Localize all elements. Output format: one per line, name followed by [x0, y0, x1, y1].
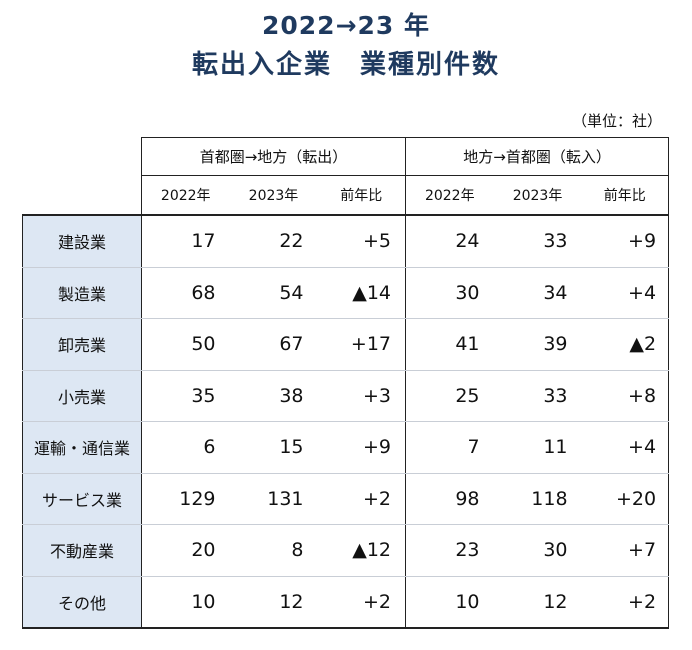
cell-in-2022: 25	[405, 370, 494, 422]
cell-out-diff: +5	[317, 215, 407, 268]
row-label: 製造業	[22, 267, 142, 319]
cell-in-diff: +2	[581, 576, 670, 629]
cell-in-diff: +8	[581, 370, 670, 422]
cell-out-2023: 12	[229, 576, 318, 629]
cell-out-diff: +2	[317, 473, 407, 525]
row-label: サービス業	[22, 473, 142, 525]
cell-out-2023: 38	[229, 370, 318, 422]
header-group-out: 首都圏→地方（転出）	[140, 137, 407, 176]
table-row: 不動産業 20 8 ▲12 23 30 +7	[22, 524, 670, 577]
industry-table: 首都圏→地方（転出） 地方→首都圏（転入） 2022年 2023年 前年比 20…	[22, 137, 670, 629]
row-label: 運輸・通信業	[22, 421, 142, 474]
cell-out-diff: +2	[317, 576, 407, 629]
cell-in-diff: +7	[581, 524, 670, 577]
header-row-years: 2022年 2023年 前年比 2022年 2023年 前年比	[22, 175, 670, 216]
table-row: サービス業 129 131 +2 98 118 +20	[22, 473, 670, 525]
title-line-2: 転出入企業 業種別件数	[191, 50, 500, 80]
cell-in-2023: 12	[493, 576, 582, 629]
header-in-2022: 2022年	[405, 175, 494, 216]
cell-in-2022: 30	[405, 267, 494, 319]
cell-out-diff: ▲12	[317, 524, 407, 577]
cell-in-2022: 10	[405, 576, 494, 629]
cell-out-2022: 35	[141, 370, 230, 422]
row-label: 不動産業	[22, 524, 142, 577]
title-line-1: 2022→23 年	[261, 11, 431, 40]
cell-in-diff: ▲2	[581, 318, 670, 371]
cell-in-2023: 33	[493, 370, 582, 422]
cell-out-diff: +3	[317, 370, 407, 422]
header-out-change: 前年比	[317, 175, 407, 216]
cell-in-diff: +4	[581, 421, 670, 474]
cell-in-2022: 23	[405, 524, 494, 577]
cell-in-2022: 98	[405, 473, 494, 525]
row-label: 小売業	[22, 370, 142, 422]
cell-out-2022: 17	[141, 215, 230, 268]
cell-out-2022: 20	[141, 524, 230, 577]
header-out-2023: 2023年	[229, 175, 318, 216]
cell-out-2023: 8	[229, 524, 318, 577]
unit-note: （単位：社）	[571, 112, 662, 130]
table-row: 小売業 35 38 +3 25 33 +8	[22, 370, 670, 422]
cell-in-2023: 118	[493, 473, 582, 525]
cell-out-2023: 22	[229, 215, 318, 268]
table-row: 建設業 17 22 +5 24 33 +9	[22, 215, 670, 268]
cell-out-diff: +9	[317, 421, 407, 474]
cell-out-2023: 67	[229, 318, 318, 371]
cell-in-2023: 39	[493, 318, 582, 371]
header-in-change: 前年比	[581, 175, 670, 216]
cell-out-2022: 68	[141, 267, 230, 319]
cell-in-2023: 30	[493, 524, 582, 577]
cell-out-2022: 129	[141, 473, 230, 525]
cell-in-diff: +9	[581, 215, 670, 268]
cell-in-2022: 41	[405, 318, 494, 371]
header-group-in: 地方→首都圏（転入）	[405, 137, 670, 176]
cell-in-2023: 34	[493, 267, 582, 319]
table-row: 運輸・通信業 6 15 +9 7 11 +4	[22, 421, 670, 474]
cell-out-2023: 54	[229, 267, 318, 319]
cell-in-2022: 7	[405, 421, 494, 474]
row-label: 卸売業	[22, 318, 142, 371]
header-corner-2	[22, 175, 142, 216]
cell-out-2022: 6	[141, 421, 230, 474]
cell-in-diff: +4	[581, 267, 670, 319]
cell-out-2023: 15	[229, 421, 318, 474]
cell-in-diff: +20	[581, 473, 670, 525]
cell-in-2023: 33	[493, 215, 582, 268]
table-row: 製造業 68 54 ▲14 30 34 +4	[22, 267, 670, 319]
header-row-groups: 首都圏→地方（転出） 地方→首都圏（転入）	[23, 137, 670, 176]
header-in-2023: 2023年	[493, 175, 582, 216]
row-label: 建設業	[22, 215, 142, 268]
table-row: 卸売業 50 67 +17 41 39 ▲2	[22, 318, 670, 371]
table-row: その他 10 12 +2 10 12 +2	[22, 576, 670, 629]
header-corner	[23, 138, 142, 176]
cell-in-2022: 24	[405, 215, 494, 268]
cell-out-2023: 131	[229, 473, 318, 525]
header-out-2022: 2022年	[141, 175, 230, 216]
cell-out-diff: +17	[317, 318, 407, 371]
cell-out-2022: 10	[141, 576, 230, 629]
cell-in-2023: 11	[493, 421, 582, 474]
row-label: その他	[22, 576, 142, 629]
cell-out-diff: ▲14	[317, 267, 407, 319]
cell-out-2022: 50	[141, 318, 230, 371]
